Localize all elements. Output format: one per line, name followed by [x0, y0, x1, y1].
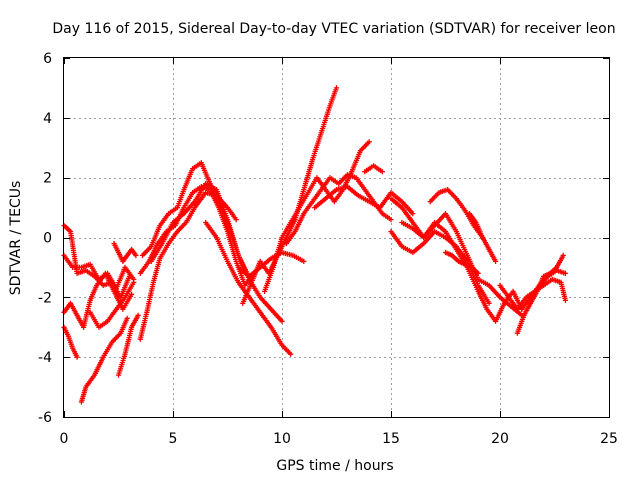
series-arc-19 — [362, 163, 385, 175]
series-arc-24 — [442, 249, 481, 276]
y-tick-label: 2 — [43, 171, 52, 187]
y-axis-label: SDTVAR / TECUs — [8, 181, 24, 296]
x-tick-label: 5 — [169, 431, 178, 447]
axis-ticks: 0 5 10 15 20 25 -6 -4 -2 0 2 4 6 — [38, 51, 618, 447]
x-axis-label: GPS time / hours — [276, 458, 393, 474]
data-point — [131, 279, 137, 285]
data-point — [388, 217, 394, 223]
data-point — [135, 312, 141, 318]
data-series — [61, 85, 568, 405]
series-arc-8 — [115, 312, 141, 378]
data-point — [486, 300, 492, 306]
series-arc-27 — [514, 252, 566, 336]
data-point — [493, 258, 499, 264]
series-arc-22 — [399, 219, 525, 324]
data-point — [562, 270, 568, 276]
chart-title: Day 116 of 2015, Sidereal Day-to-day VTE… — [52, 21, 615, 37]
series-arc-17 — [283, 172, 394, 247]
y-tick-label: 0 — [43, 231, 52, 247]
data-point — [288, 351, 294, 357]
data-point — [124, 315, 130, 321]
series-arc-16 — [262, 139, 372, 294]
y-tick-label: -2 — [38, 290, 52, 306]
data-point — [410, 211, 416, 217]
data-point — [129, 291, 135, 297]
x-tick-label: 25 — [600, 431, 618, 447]
x-tick-label: 10 — [273, 431, 291, 447]
data-point — [301, 258, 307, 264]
y-tick-label: -6 — [38, 410, 52, 426]
x-tick-label: 15 — [382, 431, 400, 447]
data-point — [560, 252, 566, 259]
series-arc-25 — [466, 211, 499, 264]
y-tick-label: 6 — [43, 51, 52, 67]
series-arc-21 — [388, 228, 492, 306]
y-tick-label: -4 — [38, 350, 52, 366]
series-arc-28 — [519, 267, 568, 312]
x-tick-label: 20 — [491, 431, 509, 447]
series-arc-7 — [111, 240, 139, 264]
plot-frame — [63, 57, 610, 418]
series-arc-6 — [87, 279, 137, 330]
data-point — [379, 169, 385, 175]
data-point — [475, 270, 481, 276]
data-point — [133, 252, 139, 259]
data-point — [279, 318, 285, 324]
series-arc-13 — [203, 219, 294, 357]
series-arc-4 — [61, 324, 80, 360]
data-point — [74, 354, 80, 360]
data-point — [233, 217, 239, 223]
data-point — [333, 85, 340, 91]
series-arc-5 — [78, 315, 130, 405]
series-arc-20 — [388, 196, 525, 318]
series-arc-18 — [312, 184, 416, 217]
x-tick-label: 0 — [60, 431, 69, 447]
y-tick-label: 4 — [43, 111, 52, 127]
data-point — [366, 139, 372, 145]
data-point — [562, 297, 568, 303]
grid-lines — [64, 58, 609, 417]
